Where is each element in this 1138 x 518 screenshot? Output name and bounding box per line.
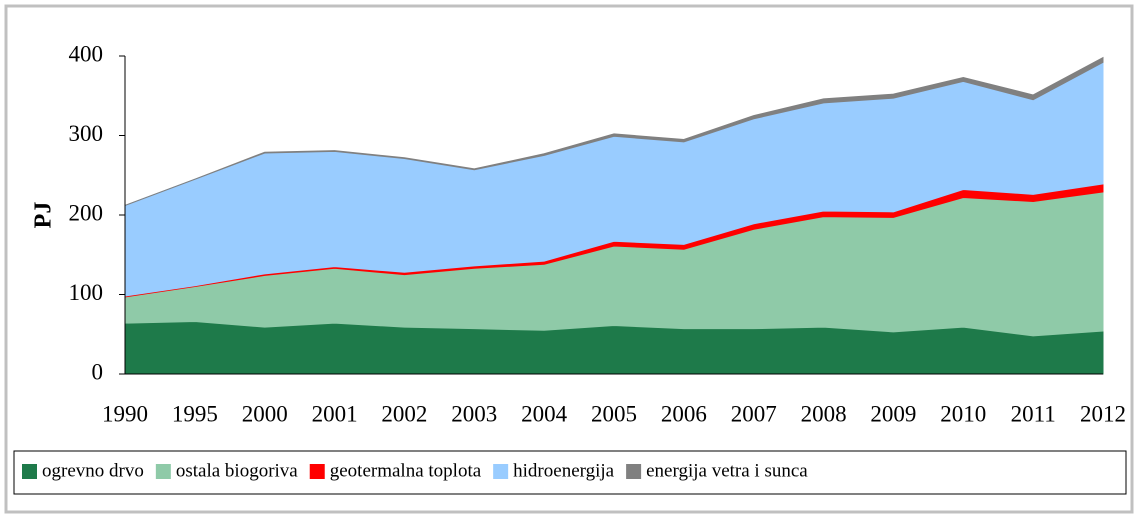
legend-swatch	[309, 464, 325, 479]
legend-label: geotermalna toplota	[330, 460, 482, 481]
legend-label: ostala biogoriva	[176, 460, 298, 481]
x-tick-label: 2010	[940, 401, 986, 426]
x-tick-label: 2006	[661, 401, 707, 426]
x-tick-label: 2008	[801, 401, 847, 426]
legend-swatch	[493, 464, 509, 479]
x-tick-label: 2012	[1080, 401, 1126, 426]
legend-label: ogrevno drvo	[42, 460, 144, 481]
x-tick-label: 2003	[451, 401, 497, 426]
legend-box	[13, 450, 1127, 495]
legend-swatch	[626, 464, 642, 479]
y-tick-label: 100	[69, 280, 104, 305]
y-tick-label: 200	[69, 200, 104, 225]
area	[124, 321, 1104, 375]
area	[124, 56, 1104, 206]
x-tick-label: 2000	[242, 401, 288, 426]
legend-swatch	[155, 464, 171, 479]
y-tick-label: 0	[92, 359, 104, 384]
legend-swatch	[22, 464, 37, 479]
legend-label: hidroenergija	[513, 460, 615, 481]
x-tick-label: 2002	[381, 401, 427, 426]
y-tick-label: 300	[69, 121, 104, 146]
y-axis-label: PJ	[31, 202, 57, 229]
x-tick-label: 1990	[102, 401, 148, 426]
x-tick-label: 2001	[312, 401, 358, 426]
x-tick-label: 2004	[521, 401, 568, 426]
x-tick-label: 1995	[172, 401, 218, 426]
y-tick-label: 400	[69, 41, 104, 66]
x-tick-label: 2009	[870, 401, 916, 426]
legend-label: energija vetra i sunca	[646, 460, 808, 481]
x-tick-label: 2011	[1011, 401, 1056, 426]
x-tick-label: 2005	[591, 401, 637, 426]
x-tick-label: 2007	[731, 401, 777, 426]
